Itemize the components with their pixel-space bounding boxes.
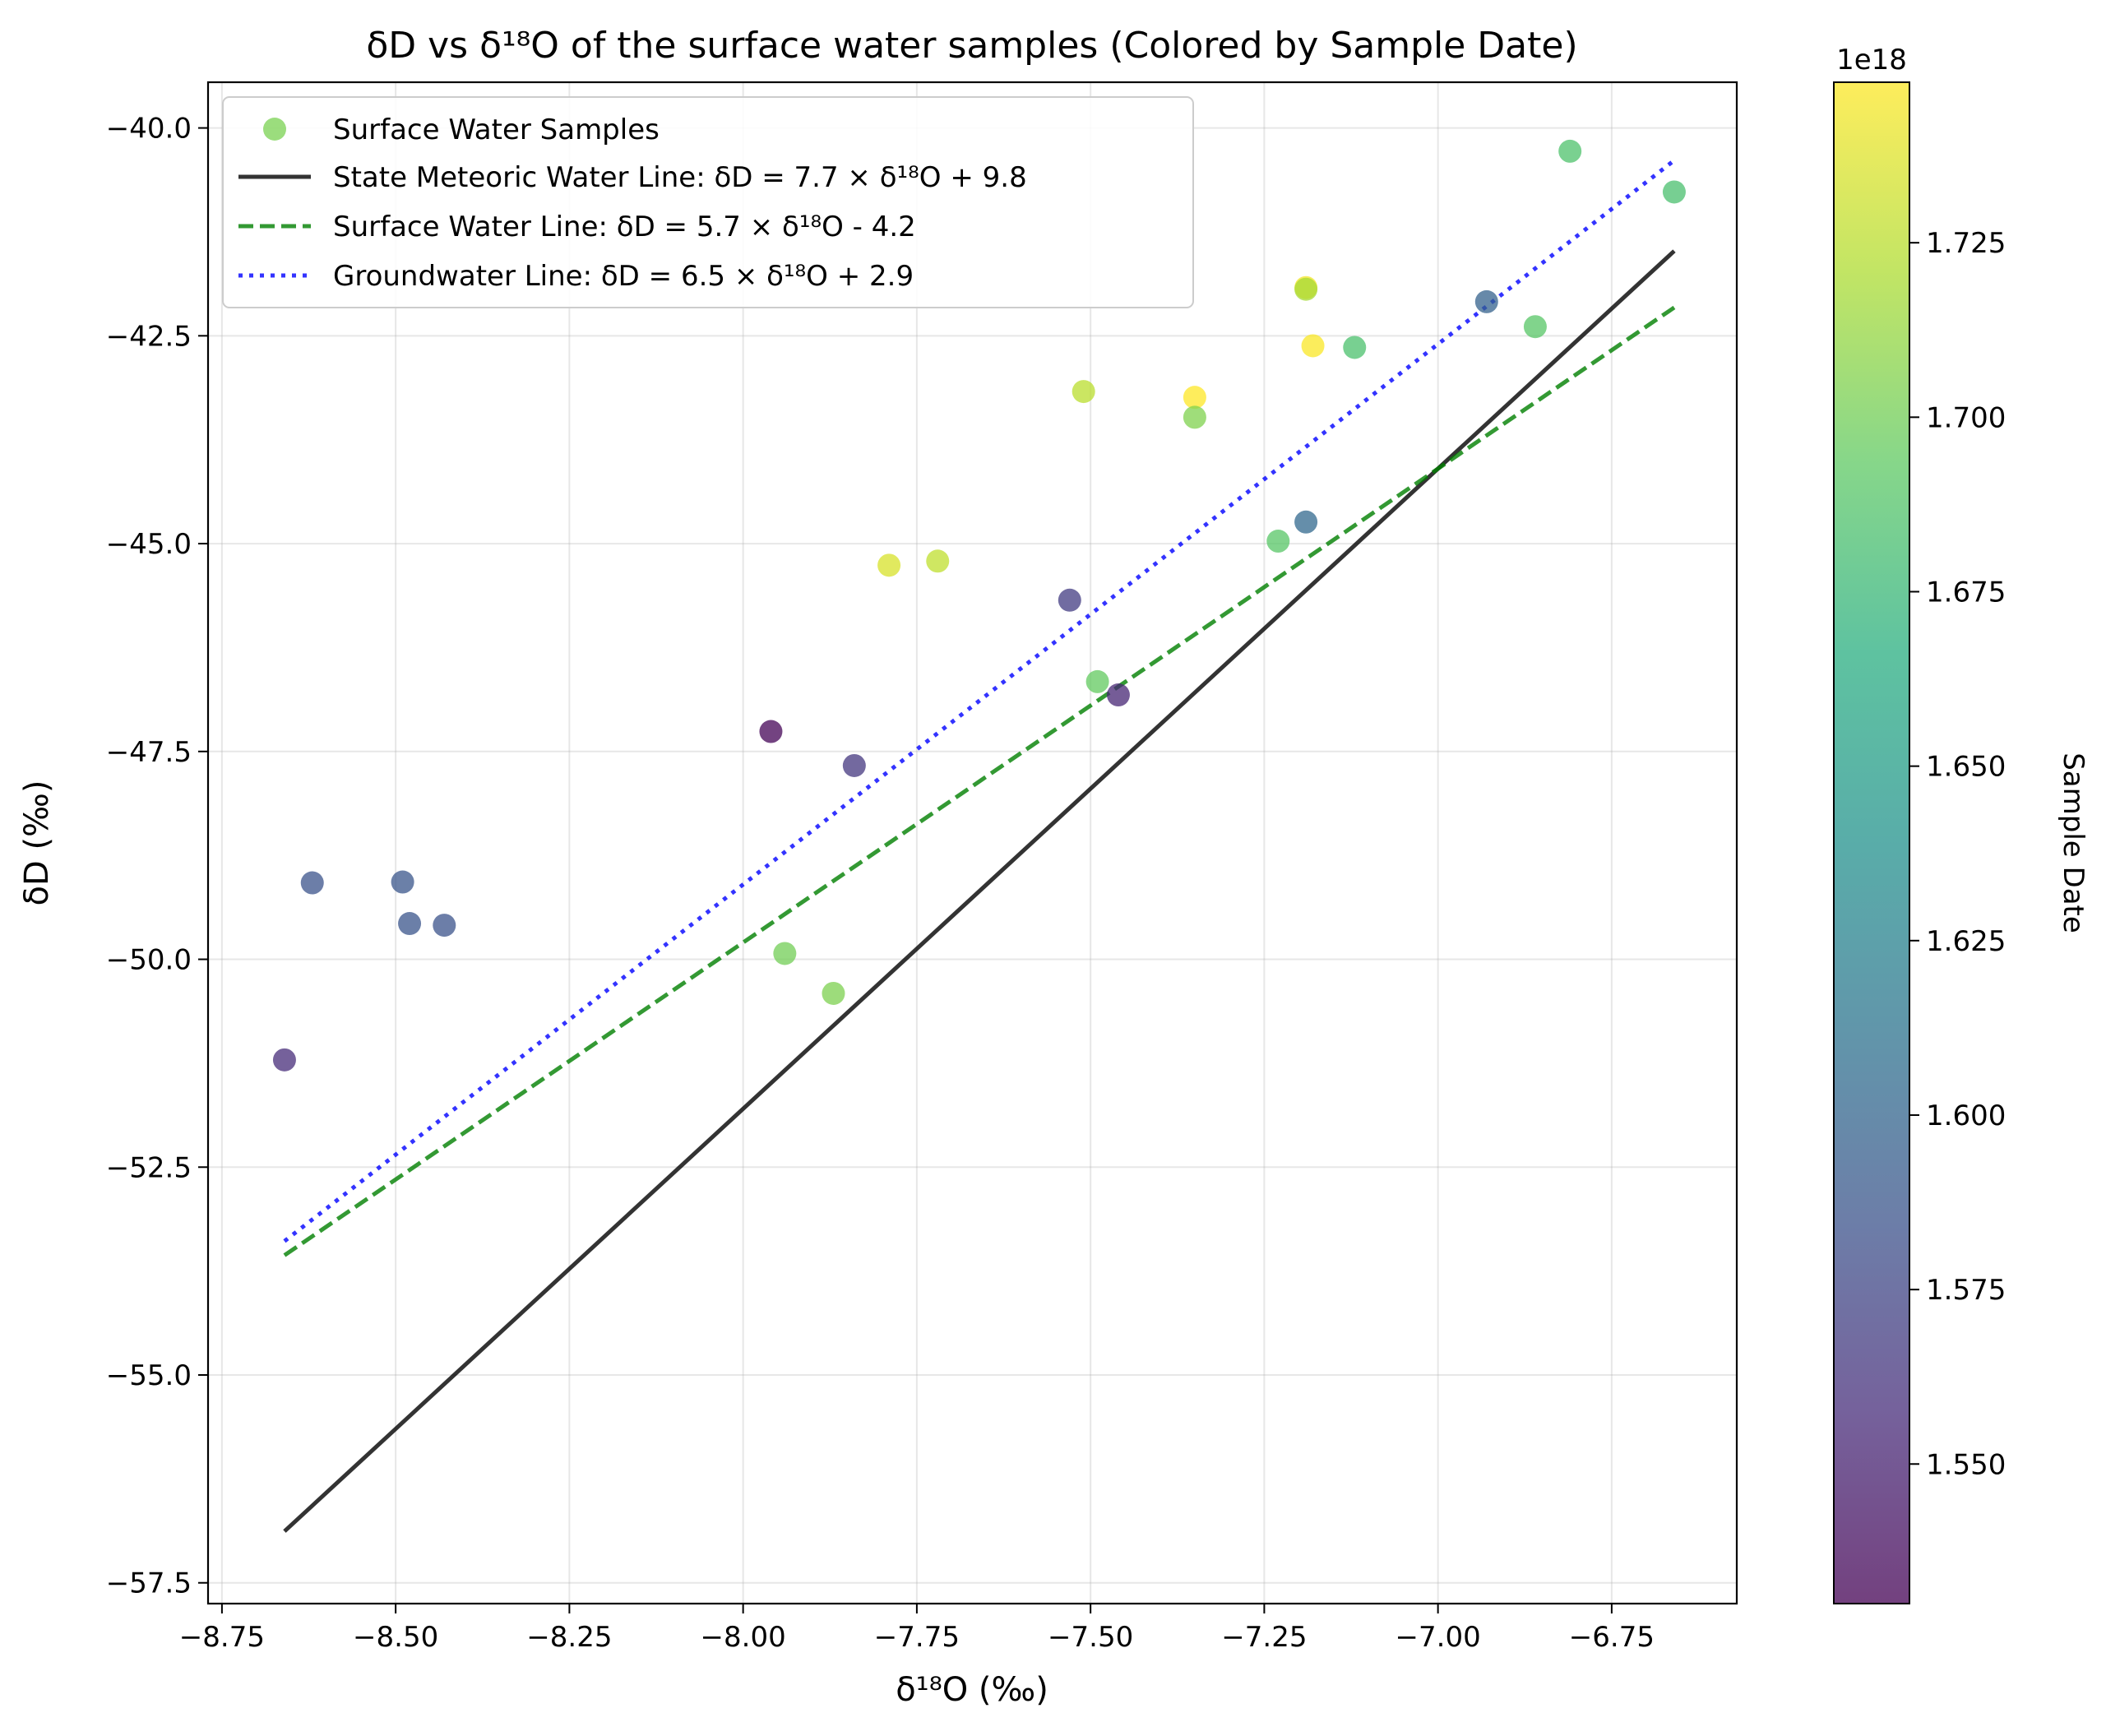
colorbar-tick-label: 1.600 (1926, 1099, 2006, 1132)
data-point (926, 549, 950, 573)
data-point (433, 914, 456, 937)
data-point (1301, 334, 1325, 358)
data-point (1343, 336, 1367, 359)
data-point (1523, 315, 1547, 339)
y-tick-label: −45.0 (106, 528, 192, 561)
x-tick-label: −8.50 (353, 1621, 438, 1654)
x-tick-label: −6.75 (1569, 1621, 1655, 1654)
y-tick-label: −52.5 (106, 1151, 192, 1184)
gmwl-line (283, 249, 1676, 1533)
colorbar-label: Sample Date (2057, 752, 2090, 933)
colorbar-tick-label: 1.700 (1926, 401, 2006, 434)
data-point (1558, 139, 1582, 163)
data-point (1085, 669, 1109, 693)
data-point (1294, 510, 1318, 534)
y-tick-label: −42.5 (106, 320, 192, 353)
grid (208, 82, 1737, 1604)
colorbar-tick-label: 1.725 (1926, 227, 2006, 260)
data-point (1662, 180, 1686, 204)
legend-box (222, 96, 1194, 308)
data-point (773, 942, 797, 965)
x-axis-ticks: −8.75 −8.50 −8.25 −8.00 −7.75 −7.50 −7.25 −7.00… (179, 1604, 1655, 1654)
x-axis-label: δ¹⁸O (‰) (896, 1671, 1048, 1709)
colorbar-tick-label: 1.625 (1926, 925, 2006, 958)
y-axis-ticks: −57.5 −55.0 −52.5 −50.0 −47.5 −45.0 −42.5 −40.0 (106, 113, 208, 1600)
legend: Surface Water Samples State Meteoric Wat… (222, 96, 1194, 308)
data-point (842, 753, 866, 777)
x-tick-label: −7.25 (1221, 1621, 1307, 1654)
scatter-points (272, 139, 1686, 1072)
data-point (300, 871, 324, 895)
data-point (1183, 405, 1206, 429)
legend-label-groundwater: Groundwater Line: δD = 6.5 × δ¹⁸O + 2.9 (333, 260, 914, 293)
colorbar-offset-label: 1e18 (1836, 44, 1907, 76)
x-tick-label: −8.75 (179, 1621, 265, 1654)
legend-label-gmwl: State Meteoric Water Line: δD = 7.7 × δ¹… (333, 161, 1027, 194)
data-point (1474, 289, 1498, 313)
x-tick-label: −7.00 (1396, 1621, 1481, 1654)
colorbar-tick-label: 1.550 (1926, 1448, 2006, 1481)
reference-lines (283, 159, 1676, 1533)
x-tick-label: −8.25 (526, 1621, 612, 1654)
chart-title: δD vs δ¹⁸O of the surface water samples … (366, 25, 1577, 67)
data-point (759, 720, 783, 743)
surface-water-line (283, 305, 1676, 1257)
data-point (272, 1048, 296, 1072)
y-tick-label: −47.5 (106, 736, 192, 769)
colorbar: 1e18 1.550 1.575 1.600 1.625 1.650 1.675 1.700… (1833, 44, 2090, 1604)
data-point (1294, 277, 1318, 301)
colorbar-tick-label: 1.575 (1926, 1274, 2006, 1307)
data-point (1266, 530, 1290, 553)
x-tick-label: −7.50 (1048, 1621, 1133, 1654)
x-tick-label: −7.75 (874, 1621, 960, 1654)
data-point (1058, 588, 1081, 612)
y-tick-label: −55.0 (106, 1359, 192, 1392)
legend-marker-samples (263, 118, 286, 141)
colorbar-tick-label: 1.650 (1926, 751, 2006, 784)
x-tick-label: −8.00 (701, 1621, 786, 1654)
plot-frame (206, 81, 1738, 1605)
y-tick-label: −40.0 (106, 113, 192, 146)
colorbar-ticks: 1.550 1.575 1.600 1.625 1.650 1.675 1.700 1.725 (1909, 227, 2006, 1481)
colorbar-tick-label: 1.675 (1926, 576, 2006, 609)
legend-label-surface: Surface Water Line: δD = 5.7 × δ¹⁸O - 4.… (333, 211, 916, 243)
y-tick-label: −50.0 (106, 944, 192, 977)
data-point (822, 981, 845, 1005)
data-point (398, 912, 422, 936)
data-point (877, 553, 901, 577)
y-axis-label: δD (‰) (18, 780, 56, 906)
y-tick-label: −57.5 (106, 1567, 192, 1600)
data-point (391, 870, 414, 894)
data-point (1072, 380, 1095, 404)
groundwater-line (283, 159, 1676, 1243)
data-point (1106, 683, 1130, 707)
colorbar-gradient (1833, 81, 1910, 1604)
legend-label-samples: Surface Water Samples (333, 113, 660, 146)
data-point (1183, 386, 1206, 410)
